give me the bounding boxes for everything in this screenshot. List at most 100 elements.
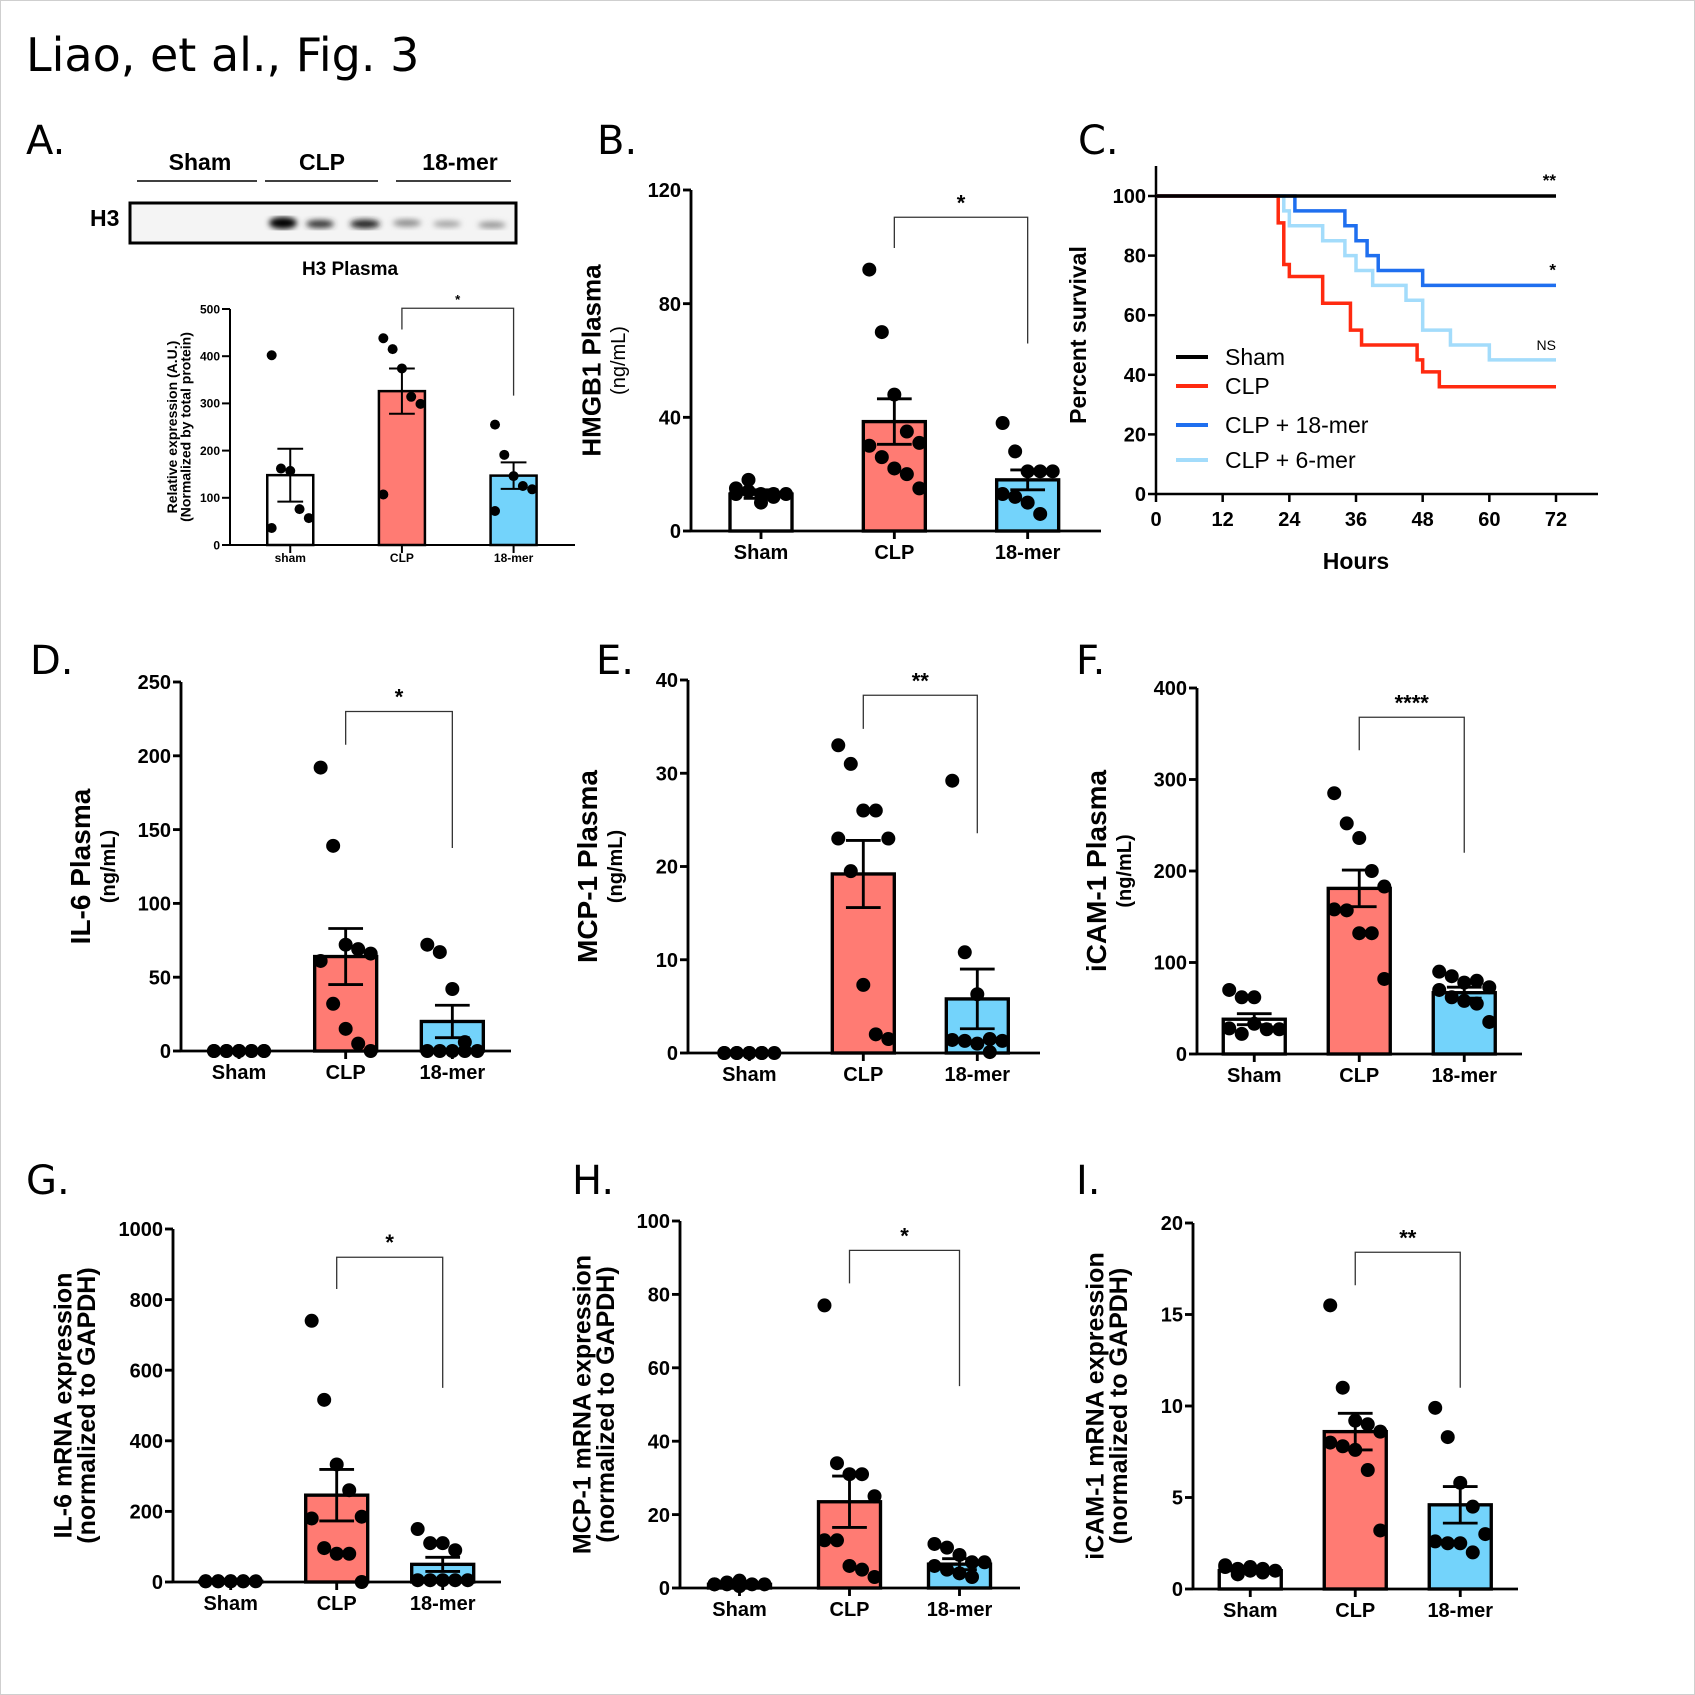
x-tick-label: 12 [1212, 509, 1234, 531]
data-point [423, 1573, 438, 1588]
data-point [387, 344, 398, 355]
y-tick-label: 20 [656, 857, 678, 879]
data-point [329, 1546, 344, 1561]
data-point [351, 1036, 366, 1051]
data-point [1360, 1463, 1375, 1478]
data-point [817, 1298, 832, 1313]
data-point [843, 864, 858, 879]
blot-group-clp: CLP [299, 149, 345, 175]
data-point [445, 982, 460, 997]
data-point [1352, 926, 1367, 941]
y-tick-label: 40 [1124, 365, 1146, 387]
data-point [881, 831, 896, 846]
data-point [275, 463, 286, 474]
data-point [435, 1536, 450, 1551]
data-point [1008, 444, 1023, 459]
bar-clp [304, 1493, 370, 1584]
data-point [1339, 816, 1354, 831]
data-point [1377, 879, 1392, 894]
data-point [982, 1032, 997, 1047]
survival-line-clp-6-mer [1156, 194, 1556, 362]
data-point [779, 487, 794, 502]
y-tick-label: 20 [1161, 1213, 1183, 1235]
data-point [855, 1467, 870, 1482]
data-point [266, 523, 277, 534]
y-axis-label: IL-6 mRNA expression [49, 1273, 77, 1539]
data-point [248, 1574, 263, 1589]
data-point [1230, 1567, 1245, 1582]
significance-bracket [1358, 716, 1465, 853]
data-point [1268, 1563, 1283, 1578]
x-tick-label: CLP [390, 551, 414, 565]
data-point [410, 1522, 425, 1537]
data-point [927, 1536, 942, 1551]
data-point [1323, 1435, 1338, 1450]
survival-line-clp-18-mer [1156, 194, 1556, 288]
significance-label: ** [1399, 1225, 1417, 1250]
panel-letter-b: B. [597, 118, 638, 164]
data-point [326, 838, 341, 853]
data-point [326, 996, 341, 1011]
chart-c-survival: 0 20 40 60 80 100 0 12 24 36 48 60 72 Hours Percent su… [1065, 166, 1598, 574]
data-point [303, 513, 314, 524]
blot-band [433, 221, 461, 227]
data-point [219, 1044, 234, 1058]
data-point [415, 398, 426, 409]
x-tick-label: 18-mer [410, 1593, 476, 1615]
y-tick-label: 300 [1154, 770, 1187, 792]
chart-h-mcp1-mrna: 0 20 40 60 80 100 MCP-1 mRNA expression(normal… [568, 1211, 1020, 1621]
data-point [378, 333, 389, 344]
data-point [457, 1044, 472, 1058]
y-tick-label: 100 [1154, 953, 1187, 975]
x-tick-label: CLP [1339, 1065, 1379, 1087]
data-point [912, 435, 927, 450]
y-tick-label: 200 [200, 444, 220, 458]
survival-annotation: NS [1537, 337, 1556, 353]
data-point [874, 325, 889, 340]
x-tick-label: 18-mer [1427, 1600, 1493, 1622]
y-tick-label: 0 [667, 1043, 678, 1065]
data-point [843, 756, 858, 771]
y-tick-label: 80 [648, 1285, 670, 1307]
survival-line-clp [1156, 194, 1556, 389]
y-tick-label: 60 [648, 1358, 670, 1380]
data-point [499, 449, 510, 460]
data-point [1482, 980, 1497, 995]
panel-letter-f: F. [1076, 638, 1106, 684]
y-tick-label: 0 [1135, 484, 1146, 506]
y-tick-label: 800 [130, 1290, 163, 1312]
data-point [867, 1489, 882, 1504]
data-point [378, 489, 389, 500]
data-point [829, 1456, 844, 1471]
data-point [1272, 1022, 1287, 1037]
panel-letter-a: A. [26, 118, 66, 164]
data-point [1323, 1298, 1338, 1313]
significance-bracket [401, 307, 515, 396]
data-point [363, 946, 378, 961]
panel-letter-e: E. [596, 638, 634, 684]
x-tick-label: 18-mer [494, 551, 534, 565]
data-point [342, 1483, 357, 1498]
data-point [717, 1046, 732, 1060]
y-axis-label: MCP-1 Plasma [572, 770, 603, 963]
data-point [363, 1044, 378, 1058]
data-point [406, 391, 417, 402]
y-tick-label: 200 [138, 746, 171, 768]
data-point [445, 1044, 460, 1058]
significance-label: * [385, 1230, 394, 1255]
y-tick-label: 100 [200, 491, 220, 505]
y-tick-label: 100 [1113, 186, 1146, 208]
legend-label: CLP [1225, 373, 1270, 399]
blot-group-sham: Sham [169, 149, 232, 175]
significance-label: * [395, 685, 404, 710]
data-point [1465, 1499, 1480, 1514]
data-point [742, 1046, 757, 1060]
data-point [432, 945, 447, 960]
data-point [1234, 1026, 1249, 1041]
y-tick-label: 0 [1176, 1044, 1187, 1066]
data-point [338, 1021, 353, 1036]
data-point [945, 1032, 960, 1047]
x-tick-label: CLP [326, 1062, 366, 1084]
data-point [435, 1573, 450, 1588]
data-point [856, 803, 871, 818]
